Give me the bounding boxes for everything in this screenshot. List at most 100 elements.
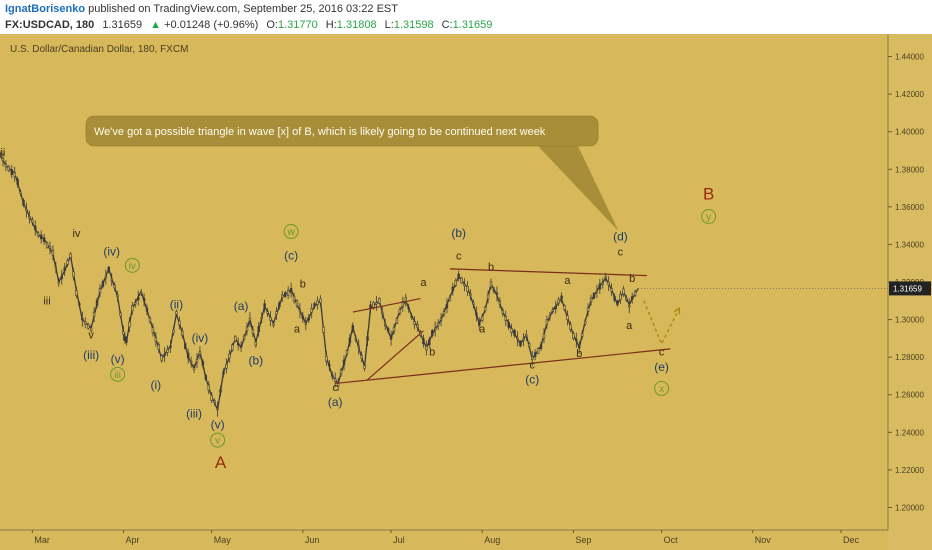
candle-body [1, 157, 5, 162]
circled-wave-label: x [659, 384, 664, 395]
wave-label: (b) [451, 226, 466, 240]
y-tick-label: 1.38000 [895, 165, 924, 174]
candle-body [125, 338, 128, 343]
candle-body [16, 179, 19, 185]
candle-body [37, 232, 40, 236]
y-tick-label: 1.34000 [895, 240, 924, 249]
wave-label: b [576, 348, 582, 360]
candle-body [92, 311, 96, 317]
candle-body [219, 389, 222, 393]
candle-body [463, 284, 466, 287]
candle-body [548, 315, 552, 318]
candle-body [495, 292, 499, 295]
candle-body [128, 321, 131, 328]
symbol-label[interactable]: FX:USDCAD, 180 [5, 19, 95, 31]
candle-body [328, 364, 331, 367]
candle-body [398, 309, 402, 314]
candle-body [195, 359, 199, 363]
candle-body [139, 291, 143, 295]
wave-label: a [564, 275, 571, 287]
triangle-upper-line[interactable] [449, 268, 647, 277]
y-tick-label: 1.26000 [895, 391, 924, 400]
candle-body [163, 353, 166, 356]
candle-body [595, 290, 599, 293]
projection-arrowhead [673, 306, 681, 315]
candle-body [351, 325, 355, 331]
candle-body [607, 281, 610, 286]
x-tick-label: Sep [575, 535, 591, 545]
x-tick-label: Dec [843, 535, 860, 545]
y-tick-label: 1.22000 [895, 466, 924, 475]
candle-body [545, 319, 549, 325]
candle-body [272, 323, 275, 326]
candle-body [13, 172, 16, 177]
candle-body [266, 311, 269, 314]
candle-body [630, 296, 634, 300]
candle-body [213, 400, 216, 403]
candle-body [475, 312, 478, 316]
channel-upper-line[interactable] [352, 297, 421, 313]
price-chart[interactable]: 1.44000 1.42000 1.40000 1.38000 1.36000 1.340… [0, 34, 932, 550]
candle-body [613, 295, 616, 301]
candle-body [54, 266, 58, 269]
wave-label: a [294, 324, 301, 336]
y-tick-label: 1.42000 [895, 90, 924, 99]
candle-body [225, 364, 228, 369]
candle-body [319, 298, 322, 304]
low-label: L: [384, 19, 394, 31]
candle-body [292, 295, 296, 302]
projection-path[interactable] [643, 300, 680, 346]
candle-body [10, 169, 13, 175]
candle-body [275, 311, 278, 315]
chart-header: IgnatBorisenko published on TradingView.… [0, 0, 932, 34]
candle-body [557, 298, 560, 304]
candle-body [334, 378, 337, 382]
candle-body [428, 339, 431, 346]
wave-label: (v) [111, 352, 125, 366]
candle-body [7, 166, 11, 172]
candle-body [422, 338, 425, 345]
triangle-lower-line[interactable] [335, 348, 671, 385]
candle-body [257, 326, 260, 332]
candle-body [39, 234, 43, 240]
candle-body [66, 260, 69, 265]
candle-body [104, 276, 108, 279]
callout-box[interactable] [85, 115, 599, 147]
candle-body [404, 297, 407, 303]
candle-body [454, 280, 457, 286]
candle-body [45, 242, 49, 249]
candle-body [313, 303, 316, 307]
candle-body [583, 321, 587, 325]
candle-body [407, 307, 410, 310]
candle-body [436, 322, 440, 327]
candle-body [492, 289, 496, 292]
callout-text: We've got a possible triangle in wave [x… [94, 126, 546, 138]
candle-body [451, 286, 455, 292]
x-tick-label: Apr [125, 535, 139, 545]
author-link[interactable]: IgnatBorisenko [5, 3, 86, 15]
candle-body [307, 317, 310, 321]
candle-body [289, 288, 293, 293]
candle-body [413, 321, 416, 325]
candle-body [175, 311, 178, 315]
y-tick-label: 1.28000 [895, 353, 924, 362]
candle-body [48, 246, 52, 249]
candle-body [551, 309, 554, 312]
candle-body [201, 361, 205, 366]
candle-body [592, 292, 596, 299]
candle-body [198, 351, 202, 355]
candle-body [563, 305, 566, 310]
channel-lower-line[interactable] [367, 330, 424, 381]
candle-body [87, 324, 90, 329]
candle-body [242, 335, 246, 340]
candle-body [572, 333, 575, 340]
circled-wave-label: w [286, 227, 295, 238]
candle-body [510, 328, 513, 333]
candle-body [460, 277, 463, 284]
candle-body [134, 302, 137, 305]
wave-label: (iv) [192, 331, 209, 345]
candle-body [566, 315, 569, 320]
candle-body [539, 344, 543, 349]
candle-body [392, 327, 396, 332]
candle-body [501, 310, 505, 314]
